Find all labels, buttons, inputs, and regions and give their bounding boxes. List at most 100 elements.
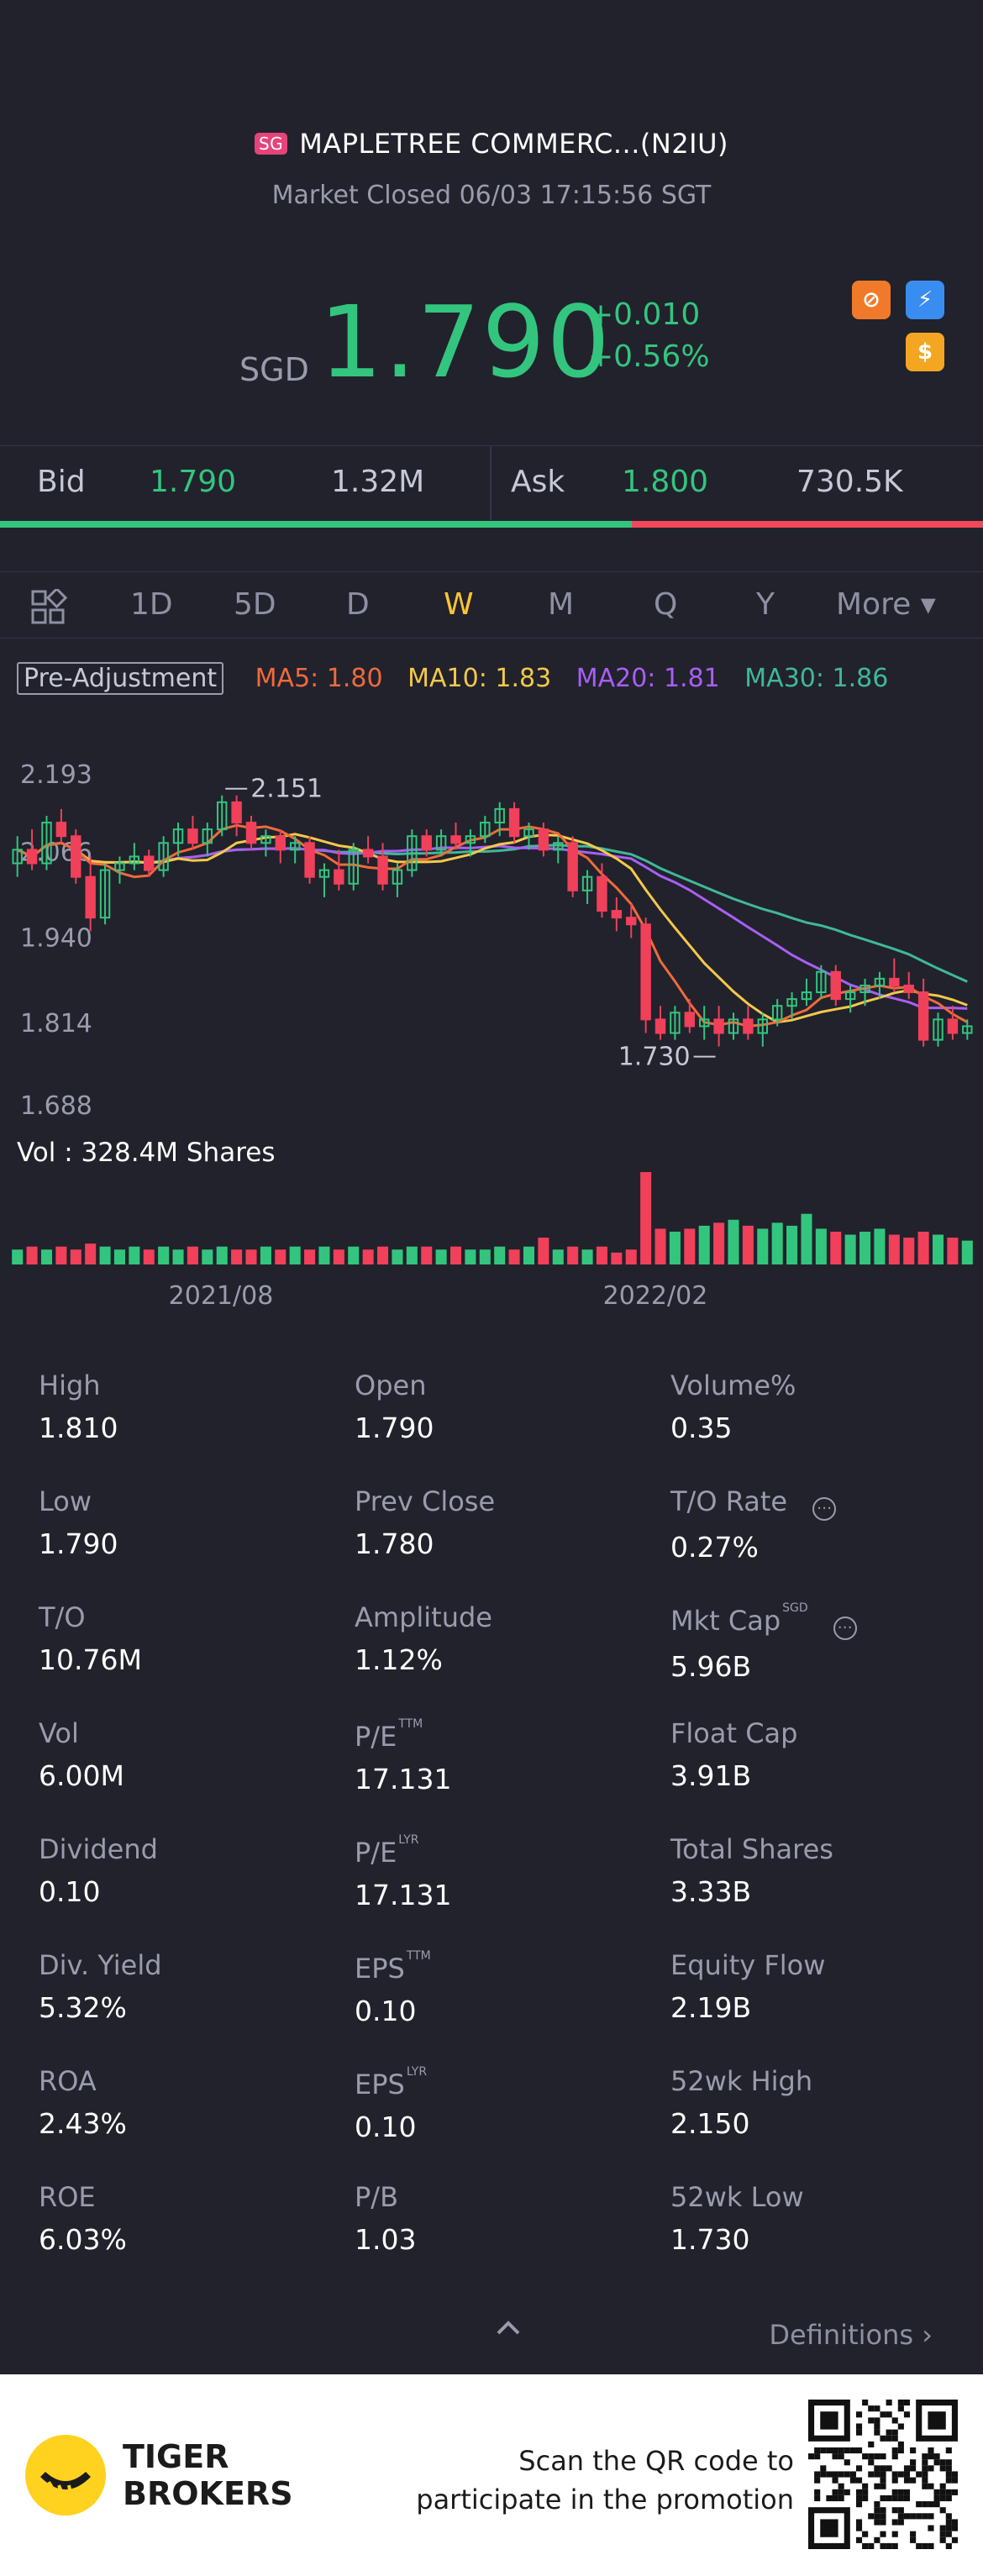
candle-body: [903, 984, 914, 994]
stat-value: 1.810: [39, 1412, 118, 1444]
tab-more[interactable]: More ▾: [836, 587, 936, 622]
volume-bar: [611, 1252, 623, 1264]
bid-ask-bar: Bid 1.790 1.32M Ask 1.800 730.5K: [0, 445, 983, 520]
volume-bar: [903, 1238, 915, 1264]
stat-value: 0.10: [355, 2111, 417, 2143]
candle-body: [670, 1012, 681, 1034]
stock-title: SG MAPLETREE COMMERC...(N2IU): [0, 128, 983, 160]
stat-t-o: T/O 10.76M: [39, 1601, 142, 1676]
stat-label: Volume%: [670, 1369, 796, 1401]
candle-body: [480, 822, 491, 838]
candle-body: [245, 822, 257, 844]
flash-icon[interactable]: ⚡: [906, 281, 944, 319]
stat-label: Float Cap: [670, 1717, 798, 1749]
stat-value: 6.00M: [39, 1759, 124, 1792]
chevron-up-icon[interactable]: [492, 2315, 525, 2340]
price-change: +0.010 +0.56%: [588, 294, 710, 378]
candle-body: [801, 991, 812, 1001]
grid-icon[interactable]: [30, 589, 67, 626]
candle-body: [129, 855, 140, 865]
volume-bar: [231, 1249, 243, 1264]
tab-w[interactable]: W: [444, 587, 474, 622]
candle-body: [771, 1005, 783, 1021]
x-tick-label: 2022/02: [603, 1281, 708, 1311]
dollar-icon[interactable]: $: [906, 333, 944, 371]
volume-bar: [245, 1249, 257, 1264]
volume-bar: [596, 1246, 607, 1264]
stat-div-yield: Div. Yield 5.32%: [39, 1949, 162, 2024]
more-info-icon[interactable]: …: [833, 1617, 857, 1640]
period-tabs: 1D 5D D W M Q Y More ▾: [0, 571, 983, 639]
volume-bar: [187, 1246, 198, 1264]
x-tick-label: 2021/08: [169, 1281, 274, 1311]
candle-body: [933, 1018, 944, 1041]
candle-body: [611, 910, 623, 919]
tab-1d[interactable]: 1D: [130, 587, 173, 622]
stat-value: 3.33B: [670, 1875, 752, 1908]
stat-value: 1.790: [39, 1527, 118, 1560]
volume-bar: [465, 1249, 476, 1264]
candle-body: [523, 828, 534, 838]
stat-mkt-cap-sgd: Mkt Cap SGD… 5.96B: [670, 1601, 857, 1683]
stat-value: 0.10: [355, 1995, 417, 2027]
promo-text: Scan the QR code to participate in the p…: [416, 2442, 794, 2519]
candle-body: [377, 855, 388, 885]
stat-low: Low 1.790: [39, 1485, 118, 1560]
volume-bar: [713, 1222, 725, 1264]
candle-body: [260, 835, 271, 844]
volume-bar: [216, 1246, 228, 1264]
volume-bar: [202, 1249, 213, 1264]
volume-bar: [377, 1246, 389, 1264]
pre-adjustment-toggle[interactable]: Pre-Adjustment: [17, 662, 224, 695]
no-short-icon[interactable]: ⊘: [852, 281, 891, 319]
volume-bar: [888, 1234, 900, 1264]
stat-label: Div. Yield: [39, 1949, 162, 1981]
more-info-icon[interactable]: …: [812, 1497, 837, 1521]
volume-bar: [552, 1249, 564, 1264]
definitions-label: Definitions: [769, 2319, 914, 2351]
volume-bar: [172, 1249, 184, 1264]
candle-body: [844, 991, 856, 1001]
candle-body: [85, 875, 96, 919]
bid-price: 1.790: [150, 465, 237, 499]
volume-bar: [669, 1231, 681, 1264]
candle-body: [626, 917, 637, 926]
tab-d[interactable]: D: [346, 587, 370, 622]
candle-body: [743, 1018, 754, 1034]
ask-price: 1.800: [622, 465, 709, 499]
volume-bar: [40, 1249, 53, 1264]
volume-bar: [961, 1240, 973, 1264]
tab-m[interactable]: M: [548, 587, 575, 622]
volume-bar: [830, 1231, 842, 1264]
stat-float-cap: Float Cap 3.91B: [670, 1717, 797, 1792]
candle-body: [684, 1012, 696, 1028]
qr-code-icon[interactable]: [808, 2400, 958, 2549]
tab-y[interactable]: Y: [756, 587, 775, 622]
candle-body: [26, 849, 38, 865]
stat-value: 17.131: [355, 1879, 452, 1911]
definitions-link[interactable]: Definitions ›: [769, 2319, 933, 2351]
tab-q[interactable]: Q: [654, 587, 678, 622]
stat-amplitude: Amplitude 1.12%: [355, 1601, 492, 1676]
stat-value: 6.03%: [39, 2223, 127, 2256]
stat-p-e-lyr: P/E LYR 17.131: [355, 1833, 451, 1911]
volume-bar: [581, 1249, 593, 1264]
tab-5d[interactable]: 5D: [234, 587, 276, 622]
volume-bar: [523, 1246, 535, 1264]
candle-body: [275, 835, 286, 851]
volume-bar: [757, 1228, 769, 1264]
volume-bar: [435, 1249, 447, 1264]
ma5-value: MA5: 1.80: [255, 664, 383, 693]
volume-bar: [158, 1246, 170, 1264]
promo-line2: participate in the promotion: [416, 2484, 794, 2516]
brand-name: TIGER BROKERS: [123, 2438, 293, 2512]
volume-bar: [771, 1222, 783, 1264]
candle-body: [158, 842, 169, 871]
volume-bar: [449, 1246, 462, 1264]
ma10-line: [17, 833, 968, 1024]
candle-body: [567, 842, 578, 891]
candle-body: [465, 835, 476, 844]
candle-body: [698, 1018, 710, 1028]
y-tick-label: 1.814: [20, 1009, 92, 1038]
